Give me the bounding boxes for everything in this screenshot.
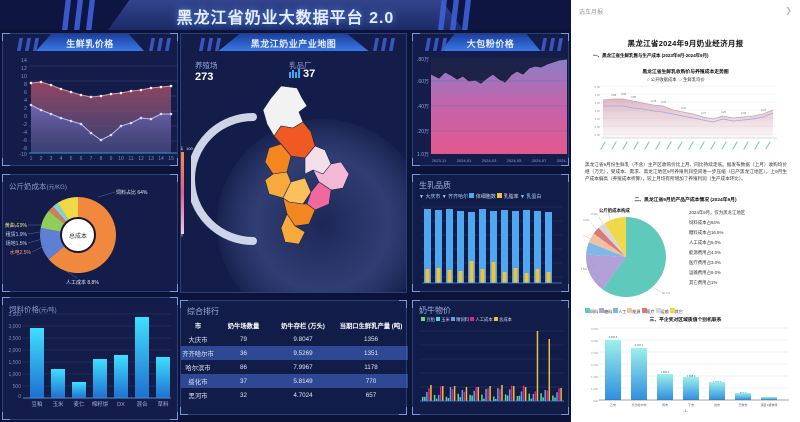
svg-text:2: 2 [24,106,27,112]
svg-text:1,500: 1,500 [591,375,598,379]
svg-text:2,000: 2,000 [591,363,598,367]
svg-text:8: 8 [24,82,27,88]
svg-text:4.50: 4.50 [595,93,601,97]
svg-text:3.07: 3.07 [761,108,767,112]
svg-text:500: 500 [593,399,598,403]
svg-text:12: 12 [21,66,27,72]
svg-text:1.40万: 1.40万 [417,104,429,110]
svg-text:丁市: 丁市 [688,402,694,407]
svg-text:总成本: 总成本 [69,232,87,240]
svg-text:黄曲占9%: 黄曲占9% [5,222,28,229]
svg-text:人工成本 8.8%: 人工成本 8.8% [66,279,99,286]
svg-text:15: 15 [168,156,174,162]
svg-text:13: 13 [148,156,154,162]
svg-text:5: 5 [70,156,73,162]
svg-text:3.26: 3.26 [721,110,727,114]
svg-text:3,500: 3,500 [8,312,21,318]
svg-text:2,000: 2,000 [8,348,21,354]
svg-text:玉米: 玉米 [52,400,64,408]
svg-text:14: 14 [158,156,164,162]
svg-text:12: 12 [138,156,144,162]
svg-text:2,500: 2,500 [8,336,21,342]
svg-text:2: 2 [40,156,43,162]
svg-text:11: 11 [128,156,133,162]
svg-text:1,000: 1,000 [8,372,21,378]
svg-text:1,500: 1,500 [8,360,21,366]
svg-text:1: 1 [30,156,33,162]
svg-text:2.00: 2.00 [595,133,601,137]
svg-text:2,500: 2,500 [591,351,598,355]
svg-text:9.0%: 9.0% [599,212,606,213]
svg-text:0: 0 [18,394,21,400]
svg-text:60.7%: 60.7% [662,291,670,295]
svg-text:2024-09: 2024-09 [557,158,567,163]
svg-text:6: 6 [24,90,27,96]
svg-text:3.47: 3.47 [681,106,687,110]
svg-text:1.20万: 1.20万 [417,129,429,135]
svg-text:3,000: 3,000 [591,339,598,343]
svg-text:1,683.2: 1,683.2 [661,370,670,374]
svg-text:8: 8 [100,156,103,162]
svg-text:1,000: 1,000 [591,387,598,391]
svg-text:丙市: 丙市 [662,402,668,407]
svg-text:3.08: 3.08 [741,111,747,115]
svg-text:2024-01: 2024-01 [457,158,472,163]
svg-text:10: 10 [118,156,124,162]
svg-text:2024-07: 2024-07 [532,158,547,163]
svg-text:租赁1.9%: 租赁1.9% [6,231,28,238]
svg-text:豆粕: 豆粕 [31,400,42,408]
svg-text:3.50: 3.50 [595,109,601,113]
svg-text:1.60万: 1.60万 [417,79,429,85]
svg-text:饲料占比 64%: 饲料占比 64% [116,189,148,196]
svg-text:9: 9 [110,156,113,162]
svg-text:6: 6 [80,156,83,162]
svg-text:3.98: 3.98 [621,92,627,96]
svg-text:乙市: 乙市 [610,402,616,407]
svg-text:场地1.5%: 场地1.5% [6,240,28,247]
svg-text:3.70: 3.70 [661,100,667,104]
svg-text:4.0%: 4.0% [583,218,590,222]
svg-text:齐齐哈尔市: 齐齐哈尔市 [631,402,646,407]
svg-text:3,500: 3,500 [591,327,598,331]
svg-text:2023-11: 2023-11 [432,158,447,163]
svg-text:4.00: 4.00 [595,101,601,105]
svg-text:3,492.6: 3,492.6 [609,335,618,339]
svg-text:5.00: 5.00 [595,85,601,89]
svg-text:3: 3 [50,156,53,162]
svg-text:-10: -10 [19,152,27,158]
svg-text:16.5%: 16.5% [581,267,587,271]
svg-text:1.80万: 1.80万 [417,57,429,63]
svg-text:-2: -2 [22,122,27,128]
svg-text:棉籽饼: 棉籽饼 [92,400,109,408]
svg-text:500: 500 [13,384,22,390]
svg-text:3.78: 3.78 [651,99,657,103]
svg-text:2.50: 2.50 [595,125,601,129]
svg-text:1.0万: 1.0万 [417,152,429,158]
svg-text:草料: 草料 [157,400,169,408]
svg-text:3.98: 3.98 [611,93,617,97]
svg-text:2024-05: 2024-05 [507,158,522,163]
svg-text:2024-03: 2024-03 [482,158,497,163]
svg-text:-4: -4 [22,130,27,136]
svg-text:3,000: 3,000 [8,324,21,330]
svg-text:7: 7 [90,156,93,162]
svg-text:14: 14 [21,58,27,64]
svg-text:戊市: 戊市 [714,402,720,407]
svg-text:混合: 混合 [136,400,148,408]
svg-text:-6: -6 [22,138,27,144]
svg-text:3.27: 3.27 [701,111,707,115]
svg-text:3.00: 3.00 [595,117,601,121]
svg-text:3.85: 3.85 [631,95,637,99]
svg-text:0: 0 [24,114,27,120]
svg-text:4: 4 [24,98,27,104]
svg-text:水电2.5%: 水电2.5% [10,249,32,256]
svg-text:3,157.1: 3,157.1 [635,343,644,347]
svg-text:4: 4 [60,156,63,162]
svg-text:DX: DX [117,402,125,408]
svg-text:庚区1级牧场: 庚区1级牧场 [761,402,778,407]
svg-text:10: 10 [21,74,27,80]
svg-text:麦仁: 麦仁 [73,400,85,408]
svg-text:己牧市: 己牧市 [738,402,747,407]
svg-text:3.0%: 3.0% [591,212,598,216]
